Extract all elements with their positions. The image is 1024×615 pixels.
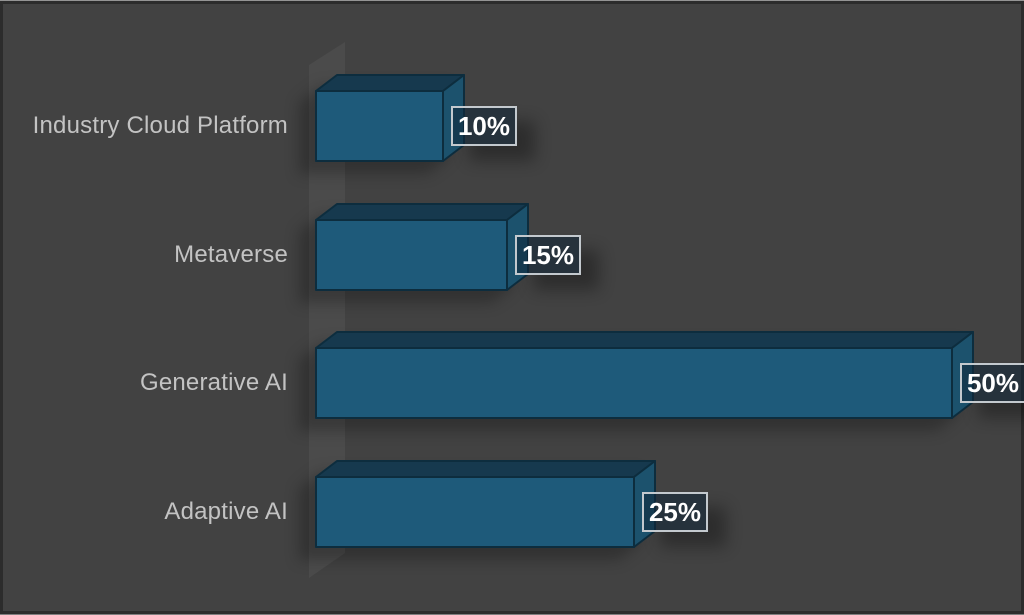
value-badge: 15% xyxy=(515,235,581,275)
value-label: 25% xyxy=(648,496,702,527)
bar-front-face xyxy=(315,476,635,548)
value-badge: 50% xyxy=(960,363,1024,403)
value-badge: 10% xyxy=(451,106,517,146)
bar-top-face xyxy=(315,74,465,92)
bar-3d xyxy=(315,203,529,291)
category-label: Generative AI xyxy=(139,369,288,396)
bar-3d xyxy=(315,74,465,162)
bar-top-face xyxy=(315,331,974,349)
bar-front-face xyxy=(315,347,953,419)
value-label: 15% xyxy=(521,239,575,270)
value-label: 10% xyxy=(457,110,511,141)
value-badge: 25% xyxy=(642,492,708,532)
category-label: Metaverse xyxy=(174,241,288,268)
bar-top-face xyxy=(315,460,656,478)
bar-front-face xyxy=(315,219,508,291)
bar-top-face xyxy=(315,203,529,221)
value-label: 50% xyxy=(966,367,1020,398)
bar-3d xyxy=(315,460,656,548)
bar-3d xyxy=(315,331,974,419)
category-label: Adaptive AI xyxy=(164,498,288,525)
bar-front-face xyxy=(315,90,444,162)
category-label: Industry Cloud Platform xyxy=(32,112,288,139)
